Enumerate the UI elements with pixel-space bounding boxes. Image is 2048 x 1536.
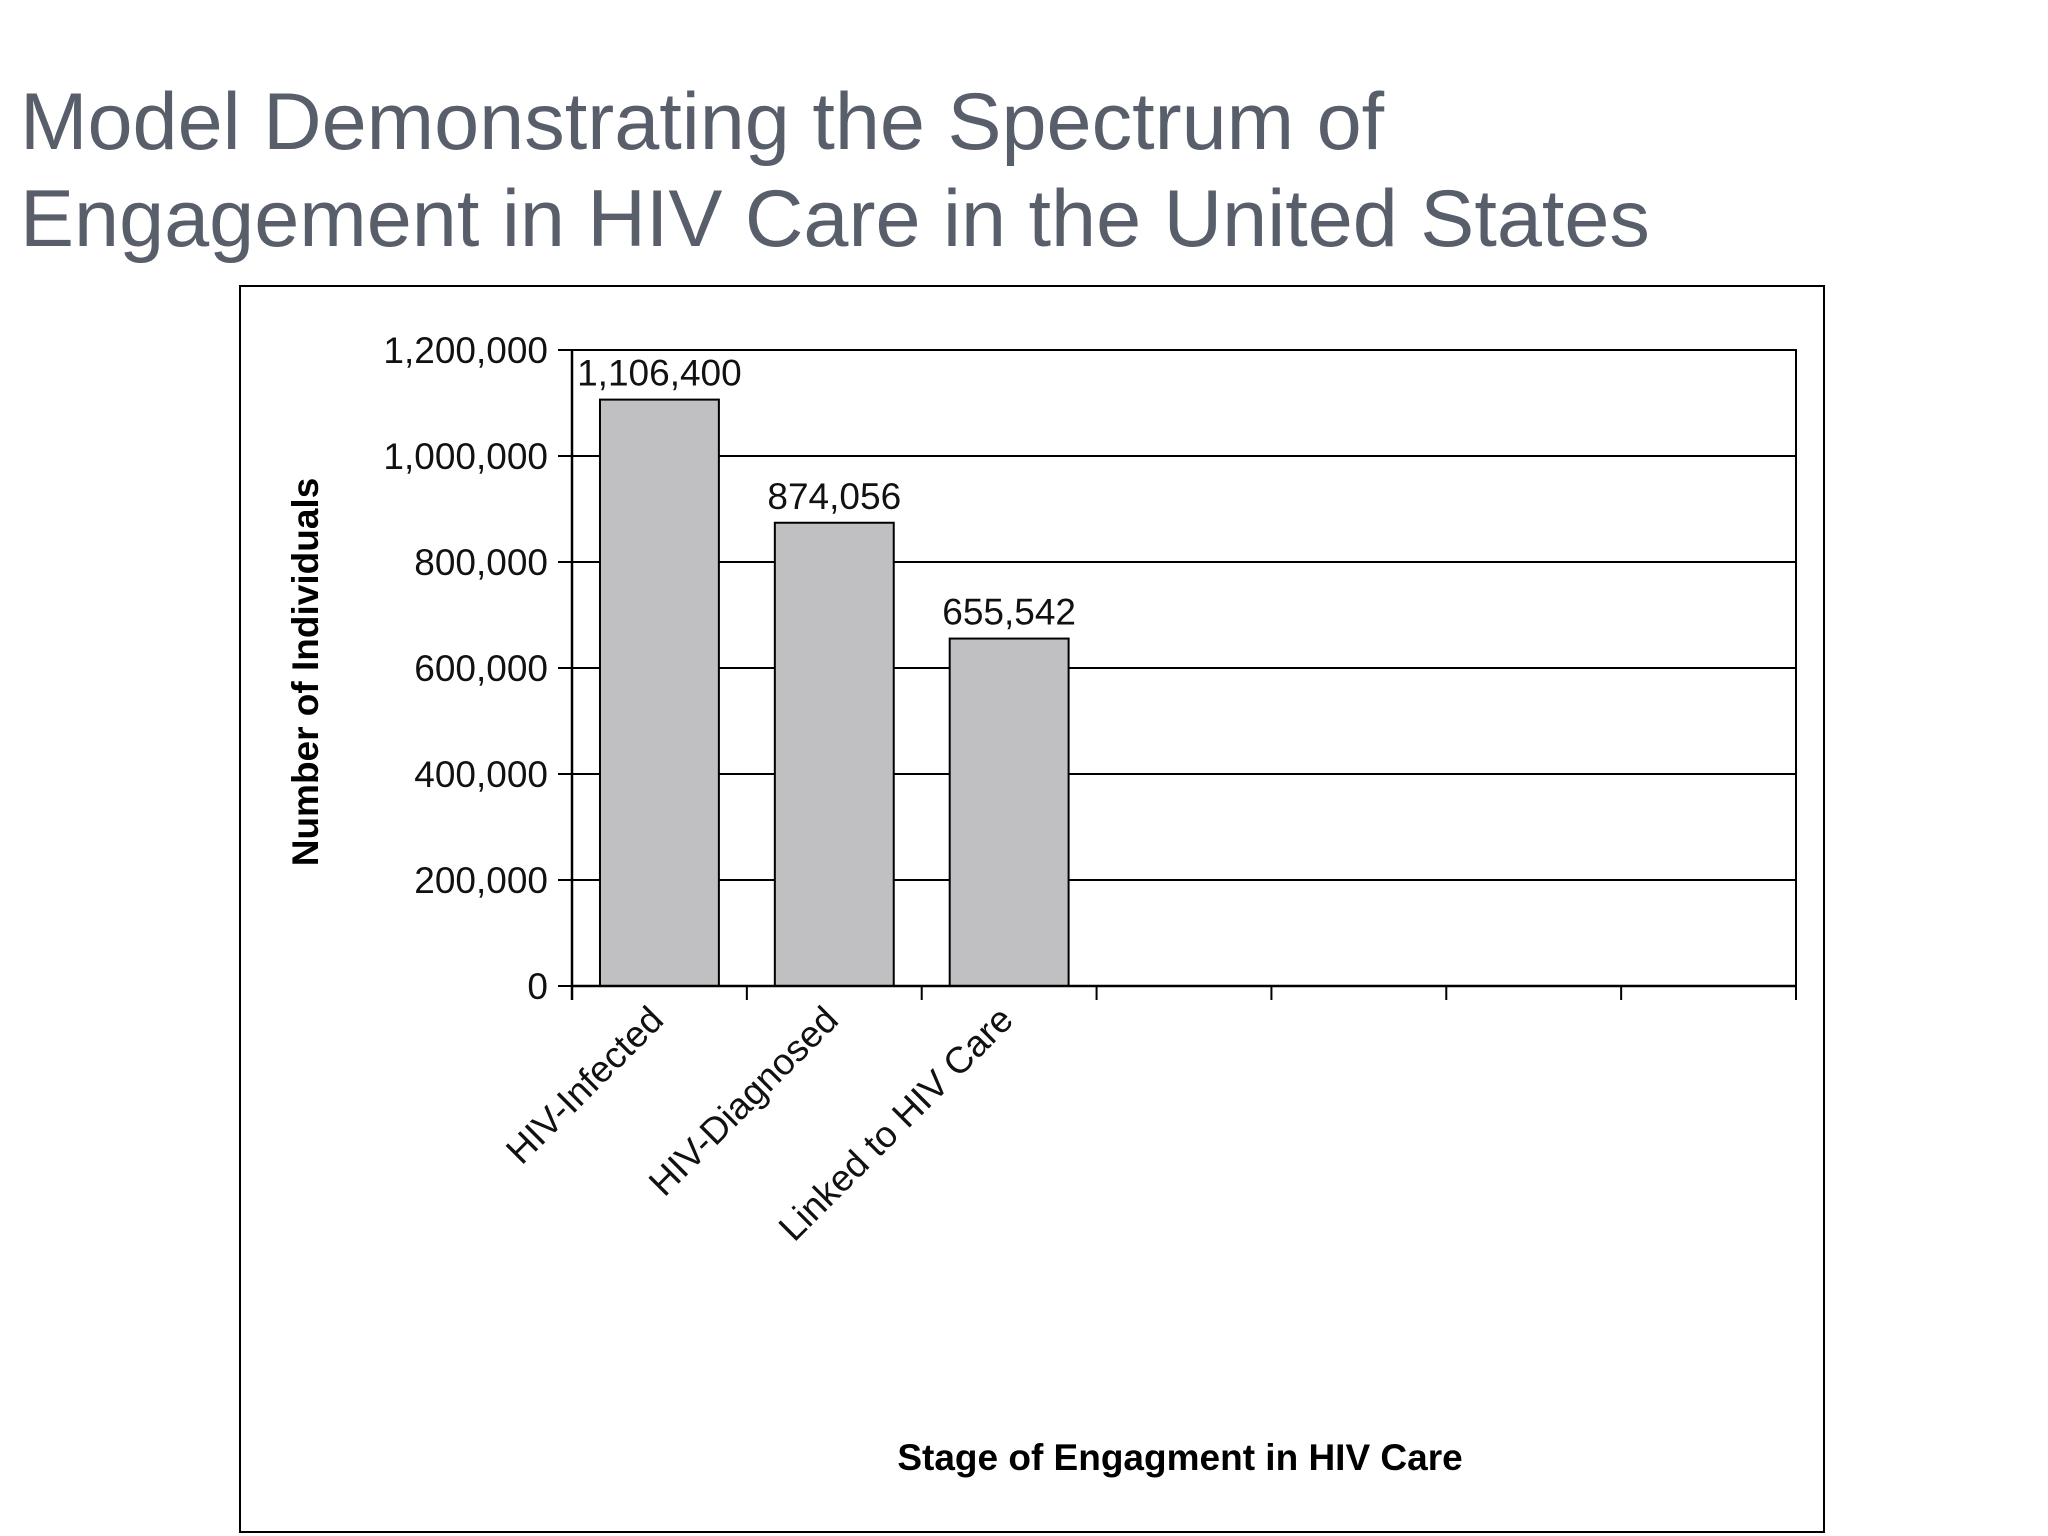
- slide-title-line-1: Model Demonstrating the Spectrum of: [20, 77, 1385, 167]
- y-tick-label: 400,000: [414, 754, 548, 795]
- x-axis-title: Stage of Engagment in HIV Care: [897, 1437, 1462, 1478]
- data-label: 1,106,400: [577, 353, 742, 394]
- data-label: 655,542: [942, 592, 1076, 633]
- slide-title-line-2: Engagement in HIV Care in the United Sta…: [20, 174, 1650, 264]
- y-tick-label: 1,000,000: [383, 436, 548, 477]
- y-tick-label: 800,000: [414, 542, 548, 583]
- y-axis-title: Number of Individuals: [285, 478, 326, 867]
- bar: [948, 637, 1070, 987]
- data-label: 874,056: [767, 476, 901, 517]
- y-tick-label: 1,200,000: [383, 330, 548, 371]
- slide-title: Model Demonstrating the Spectrum of Enga…: [20, 74, 1920, 268]
- bar: [773, 521, 895, 987]
- y-tick-label: 600,000: [414, 648, 548, 689]
- y-tick-label: 0: [527, 966, 548, 1007]
- bar: [598, 398, 720, 988]
- bars: [598, 398, 1070, 988]
- axes: [558, 349, 1797, 1000]
- y-tick-label: 200,000: [414, 860, 548, 901]
